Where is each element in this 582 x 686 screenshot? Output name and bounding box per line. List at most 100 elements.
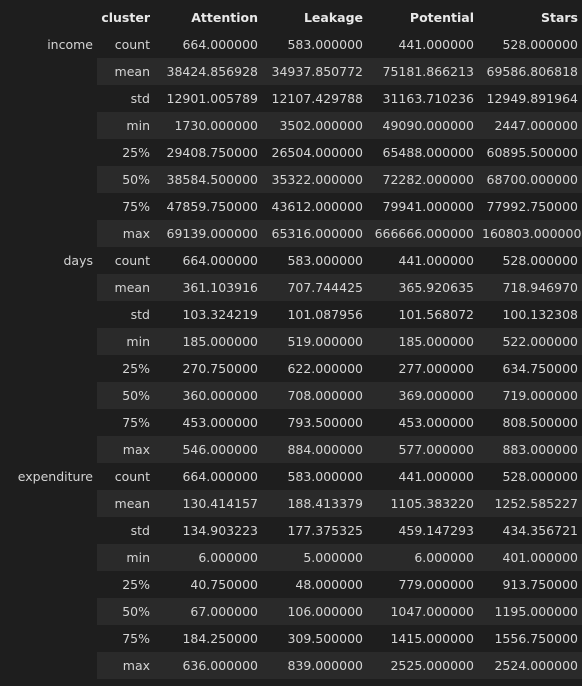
table-row: max 546.000000 884.000000 577.000000 883.000… bbox=[5, 436, 582, 463]
cell-attention: 360.000000 bbox=[154, 382, 262, 409]
table-row: min 1730.000000 3502.000000 49090.000000 244… bbox=[5, 112, 582, 139]
cell-potential: 1047.000000 bbox=[367, 598, 478, 625]
cell-leakage: 35322.000000 bbox=[262, 166, 367, 193]
cell-leakage: 188.413379 bbox=[262, 490, 367, 517]
table-row: 75% 184.250000 309.500000 1415.000000 1556.7… bbox=[5, 625, 582, 652]
row-stat-label: 75% bbox=[97, 409, 154, 436]
row-group-label: days bbox=[5, 247, 97, 463]
cell-potential: 441.000000 bbox=[367, 247, 478, 274]
cell-stars: 913.750000 bbox=[478, 571, 582, 598]
table-row: min 6.000000 5.000000 6.000000 401.000000 bbox=[5, 544, 582, 571]
cell-stars: 883.000000 bbox=[478, 436, 582, 463]
cell-stars: 160803.000000 bbox=[478, 220, 582, 247]
header-row: cluster Attention Leakage Potential Star… bbox=[5, 4, 582, 31]
cell-leakage: 707.744425 bbox=[262, 274, 367, 301]
row-stat-label: 50% bbox=[97, 382, 154, 409]
cell-stars: 528.000000 bbox=[478, 247, 582, 274]
cell-potential: 453.000000 bbox=[367, 409, 478, 436]
row-stat-label: max bbox=[97, 436, 154, 463]
cell-stars: 60895.500000 bbox=[478, 139, 582, 166]
table-row: mean 130.414157 188.413379 1105.383220 1252.… bbox=[5, 490, 582, 517]
cell-potential: 6.000000 bbox=[367, 544, 478, 571]
column-header-potential: Potential bbox=[409, 10, 474, 25]
cell-potential: 65488.000000 bbox=[367, 139, 478, 166]
cell-stars: 719.000000 bbox=[478, 382, 582, 409]
row-stat-label: std bbox=[97, 85, 154, 112]
index-header-blank bbox=[5, 4, 97, 31]
cell-attention: 38424.856928 bbox=[154, 58, 262, 85]
row-stat-label: std bbox=[97, 301, 154, 328]
table-row: expenditure count 664.000000 583.000000 441.… bbox=[5, 463, 582, 679]
row-stat-label: mean bbox=[97, 490, 154, 517]
cell-attention: 103.324219 bbox=[154, 301, 262, 328]
cell-leakage: 583.000000 bbox=[262, 31, 367, 58]
table-row: std 103.324219 101.087956 101.568072 100.132… bbox=[5, 301, 582, 328]
cell-potential: 101.568072 bbox=[367, 301, 478, 328]
cell-potential: 1105.383220 bbox=[367, 490, 478, 517]
cell-attention: 664.000000 bbox=[154, 463, 262, 490]
cell-stars: 434.356721 bbox=[478, 517, 582, 544]
cell-potential: 2525.000000 bbox=[367, 652, 478, 679]
column-header-stars: Stars bbox=[540, 10, 578, 25]
row-stat-label: mean bbox=[97, 58, 154, 85]
table-row: 25% 40.750000 48.000000 779.000000 913.75000… bbox=[5, 571, 582, 598]
row-stat-label: mean bbox=[97, 274, 154, 301]
cell-stars: 68700.000000 bbox=[478, 166, 582, 193]
table-row: 50% 360.000000 708.000000 369.000000 719.000… bbox=[5, 382, 582, 409]
table-body: income count 664.000000 583.000000 441.00000… bbox=[5, 31, 582, 679]
dataframe-table: cluster Attention Leakage Potential Star… bbox=[5, 4, 582, 679]
cell-stars: 1556.750000 bbox=[478, 625, 582, 652]
row-stat-label: min bbox=[97, 328, 154, 355]
row-stat-label: 75% bbox=[97, 193, 154, 220]
row-stat-label: 50% bbox=[97, 598, 154, 625]
cell-attention: 453.000000 bbox=[154, 409, 262, 436]
table-row: max 69139.000000 65316.000000 666666.000000… bbox=[5, 220, 582, 247]
cell-attention: 1730.000000 bbox=[154, 112, 262, 139]
table-row: 25% 270.750000 622.000000 277.000000 634.750… bbox=[5, 355, 582, 382]
table-row: 75% 453.000000 793.500000 453.000000 808.500… bbox=[5, 409, 582, 436]
row-stat-label: max bbox=[97, 652, 154, 679]
cell-potential: 185.000000 bbox=[367, 328, 478, 355]
row-stat-label: 50% bbox=[97, 166, 154, 193]
cell-attention: 69139.000000 bbox=[154, 220, 262, 247]
cell-stars: 1252.585227 bbox=[478, 490, 582, 517]
cell-stars: 1195.000000 bbox=[478, 598, 582, 625]
cell-stars: 2447.000000 bbox=[478, 112, 582, 139]
cell-potential: 577.000000 bbox=[367, 436, 478, 463]
table-row: 75% 47859.750000 43612.000000 79941.000000 7… bbox=[5, 193, 582, 220]
cell-potential: 441.000000 bbox=[367, 31, 478, 58]
cell-potential: 365.920635 bbox=[367, 274, 478, 301]
table-row: 25% 29408.750000 26504.000000 65488.000000 6… bbox=[5, 139, 582, 166]
cell-leakage: 106.000000 bbox=[262, 598, 367, 625]
row-stat-label: count bbox=[97, 247, 154, 274]
cell-attention: 47859.750000 bbox=[154, 193, 262, 220]
table-row: 50% 67.000000 106.000000 1047.000000 1195.00… bbox=[5, 598, 582, 625]
cell-leakage: 309.500000 bbox=[262, 625, 367, 652]
cell-stars: 522.000000 bbox=[478, 328, 582, 355]
table-row: income count 664.000000 583.000000 441.00000… bbox=[5, 31, 582, 247]
cell-attention: 38584.500000 bbox=[154, 166, 262, 193]
columns-name-header: cluster bbox=[101, 10, 150, 25]
cell-leakage: 3502.000000 bbox=[262, 112, 367, 139]
cell-leakage: 519.000000 bbox=[262, 328, 367, 355]
cell-stars: 2524.000000 bbox=[478, 652, 582, 679]
cell-leakage: 708.000000 bbox=[262, 382, 367, 409]
cell-leakage: 622.000000 bbox=[262, 355, 367, 382]
cell-leakage: 884.000000 bbox=[262, 436, 367, 463]
cell-stars: 77992.750000 bbox=[478, 193, 582, 220]
cell-leakage: 65316.000000 bbox=[262, 220, 367, 247]
table-row: max 636.000000 839.000000 2525.000000 2524.0… bbox=[5, 652, 582, 679]
cell-leakage: 43612.000000 bbox=[262, 193, 367, 220]
row-stat-label: 25% bbox=[97, 355, 154, 382]
cell-leakage: 12107.429788 bbox=[262, 85, 367, 112]
cell-attention: 67.000000 bbox=[154, 598, 262, 625]
cell-attention: 664.000000 bbox=[154, 247, 262, 274]
cell-attention: 130.414157 bbox=[154, 490, 262, 517]
cell-potential: 75181.866213 bbox=[367, 58, 478, 85]
cell-leakage: 839.000000 bbox=[262, 652, 367, 679]
cell-stars: 100.132308 bbox=[478, 301, 582, 328]
cell-attention: 185.000000 bbox=[154, 328, 262, 355]
cell-attention: 29408.750000 bbox=[154, 139, 262, 166]
cell-stars: 808.500000 bbox=[478, 409, 582, 436]
cell-leakage: 177.375325 bbox=[262, 517, 367, 544]
